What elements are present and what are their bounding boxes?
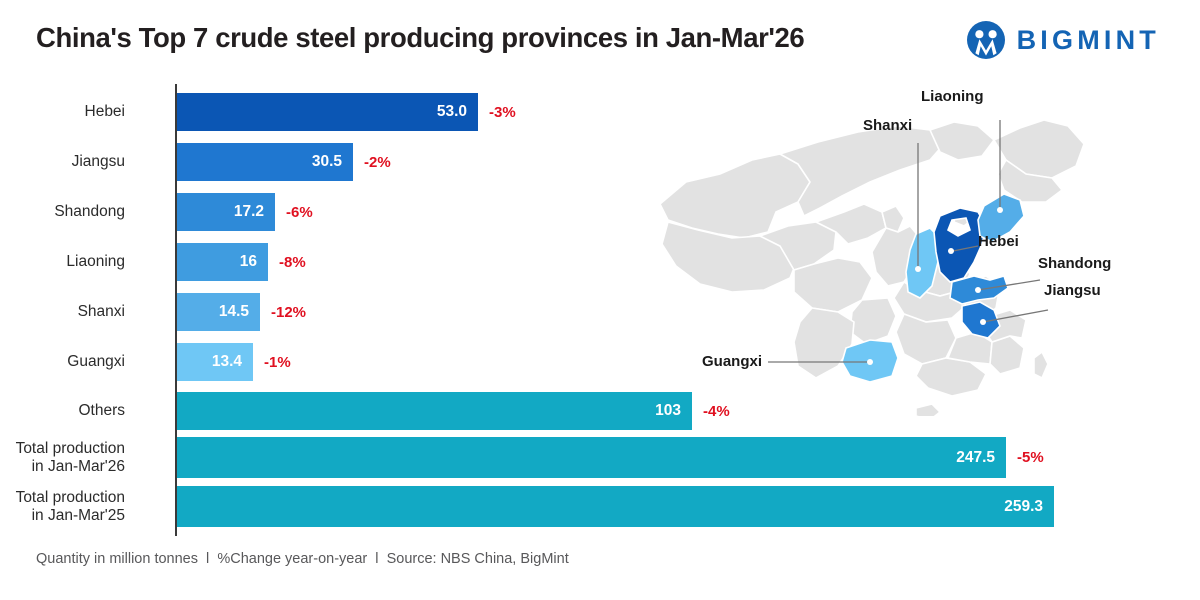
map-label-shandong: Shandong [1038,255,1112,272]
map-region-hebei [933,207,987,283]
brand-logo: BIGMINT [966,20,1160,60]
chart-row: Hebei 53.0 -3% [0,93,1160,131]
chart-bar-change: -8% [279,253,306,271]
chart-row: Jiangsu 30.5 -2% [0,143,1160,181]
chart-row: Guangxi 13.4 -1% [0,343,1160,381]
chart-bar: 13.4 [177,343,253,381]
chart-bar: 30.5 [177,143,353,181]
chart-row-label: Total production in Jan-Mar'26 [15,439,125,475]
chart-bar-value: 17.2 [233,203,264,220]
chart-bar-value: 247.5 [956,448,995,466]
chart-bar-value: 259.3 [1004,497,1043,515]
chart-bar-value: 13.4 [211,353,242,370]
map-leader-lines [768,120,1049,363]
chart-row: Shandong 17.2 -6% [0,193,1160,231]
chart-row: Liaoning 16 -8% [0,243,1160,281]
chart-bar-change: -5% [1017,449,1044,466]
chart-bar: 259.3 [177,486,1054,527]
chart-bar-value: 14.5 [218,303,249,320]
china-map: Liaoning Shanxi Hebei Shandong Jiangsu Guangx… [648,86,1200,416]
chart-bar: 103 [177,392,692,430]
chart-bar: 16 [177,243,268,281]
chart-bar-value: 103 [655,402,681,419]
chart-row-label: Hebei [84,103,126,120]
chart-bar: 247.5 [177,437,1006,478]
chart-row-label: Jiangsu [71,153,125,170]
chart-bar: 17.2 [177,193,275,231]
chart-row-label: Guangxi [67,353,125,370]
chart-row: Shanxi 14.5 -12% [0,293,1160,331]
header: China's Top 7 crude steel producing prov… [0,0,1200,78]
chart-row-label: Total production in Jan-Mar'25 [15,488,125,524]
chart-bar-change: -12% [271,303,307,321]
chart-row: Total production in Jan-Mar'25 259.3 [0,486,1160,527]
chart-bar-value: 53.0 [436,103,467,120]
china-map-svg [659,119,1085,416]
bar-chart: Hebei 53.0 -3% Jiangsu 30.5 -2% Shandong 17.2 -6… [0,78,1054,538]
chart-row: Total production in Jan-Mar'26 247.5 -5% [0,437,1160,478]
brand-name: BIGMINT [1016,24,1160,55]
chart-bar-value: 16 [239,253,257,270]
footer-note: Quantity in million tonnes l %Change yea… [36,551,569,567]
chart-bar-change: -2% [364,153,391,171]
chart-bar-value: 30.5 [311,153,342,170]
chart-row: Others 103 -4% [0,392,1160,430]
chart-bar: 14.5 [177,293,260,331]
map-label-guangxi: Guangxi [702,353,763,370]
chart-bar-change: -3% [489,103,516,121]
chart-bar-change: -1% [264,353,291,371]
chart-bar: 53.0 [177,93,478,131]
chart-row-label: Others [78,402,125,419]
map-base-provinces [659,119,1085,416]
map-anchor-dots [867,207,1003,365]
chart-axis [175,84,177,536]
map-label-shanxi: Shanxi [863,117,913,134]
chart-row-label: Liaoning [66,253,125,270]
map-label-liaoning: Liaoning [921,88,984,105]
bigmint-logo-icon [966,20,1006,60]
map-region-liaoning [977,193,1025,243]
map-label-jiangsu: Jiangsu [1044,282,1101,299]
chart-row-label: Shandong [54,203,125,220]
map-label-hebei: Hebei [978,233,1019,250]
chart-bar-change: -4% [703,402,730,420]
page-title: China's Top 7 crude steel producing prov… [36,22,805,53]
chart-row-label: Shanxi [77,303,125,320]
chart-bar-change: -6% [286,203,313,221]
